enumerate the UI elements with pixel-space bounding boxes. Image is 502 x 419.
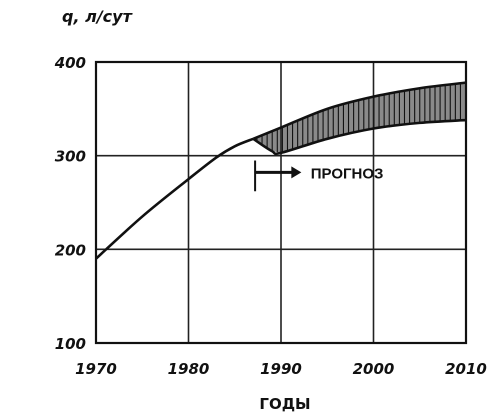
series-line-lower: [252, 118, 467, 156]
forecast-band: [253, 82, 466, 153]
annotation-forecast: ПРОГНОЗ: [311, 165, 384, 182]
x-tick-label: 1980: [168, 360, 210, 378]
plot-frame: [94, 60, 468, 345]
forecast-arrow-head: [291, 166, 302, 179]
y-tick-label: 200: [55, 241, 86, 259]
x-axis-label: ГОДЫ: [259, 395, 310, 413]
x-tick-label: 1970: [75, 360, 117, 378]
y-tick-label: 300: [55, 148, 86, 166]
x-tick-label: 2000: [353, 360, 395, 378]
series-lines: [95, 81, 467, 260]
x-tick-label: 2010: [445, 360, 487, 378]
forecast-annotation: ПРОГНОЗ: [254, 160, 384, 192]
x-tick-label: 1990: [260, 360, 302, 378]
y-axis-label: q, л/сут: [62, 7, 134, 26]
y-tick-label: 100: [55, 335, 86, 353]
series-line-upper: [252, 81, 467, 141]
series-line-historical: [95, 137, 254, 260]
x-tick-labels: 1970 1980 1990 2000 2010: [75, 360, 487, 378]
y-tick-labels: 100 200 300 400: [54, 54, 86, 353]
y-tick-label: 400: [54, 54, 86, 72]
